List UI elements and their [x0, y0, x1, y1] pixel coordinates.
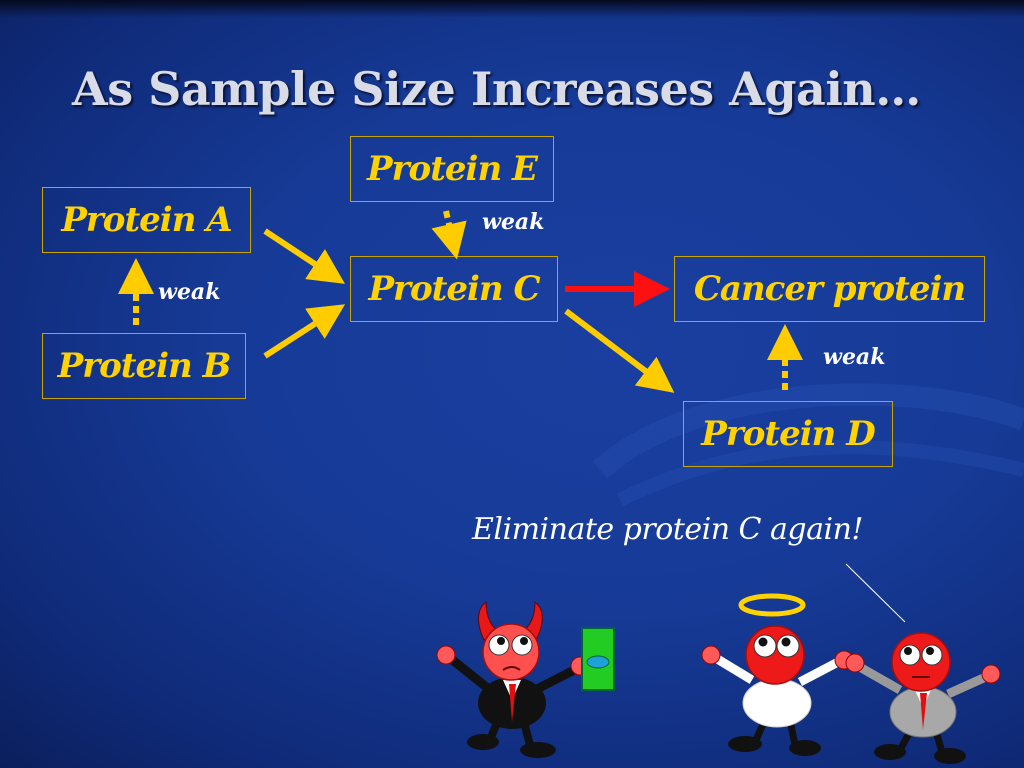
caption-text: Eliminate protein C again!: [472, 512, 864, 547]
node-protein-e: Protein E: [350, 136, 554, 202]
arrow-e-to-c-weak: [431, 210, 467, 260]
devil-figure: [436, 600, 615, 758]
node-cancer-protein-label: Cancer protein: [693, 269, 966, 309]
node-protein-b-label: Protein B: [57, 346, 232, 386]
arrow-a-to-c: [263, 228, 346, 284]
node-protein-d-label: Protein D: [701, 414, 875, 454]
top-shadow-band: [0, 0, 1024, 18]
node-cancer-protein: Cancer protein: [674, 256, 985, 322]
node-protein-e-label: Protein E: [367, 149, 538, 189]
node-protein-a-label: Protein A: [61, 200, 232, 240]
edge-label-d-to-cancer: weak: [823, 344, 886, 370]
bystander-figure: [845, 632, 1001, 764]
arrow-b-to-c: [263, 304, 346, 359]
caption-pointer-line: [845, 563, 906, 623]
edge-label-b-to-a: weak: [158, 279, 221, 305]
arrow-c-to-d: [564, 308, 675, 393]
node-protein-d: Protein D: [683, 401, 893, 467]
node-protein-b: Protein B: [42, 333, 246, 399]
node-protein-c: Protein C: [350, 256, 558, 322]
edge-label-e-to-c: weak: [482, 209, 545, 235]
angel-figure: [701, 593, 854, 756]
node-protein-c-label: Protein C: [368, 269, 540, 309]
slide-title: As Sample Size Increases Again…: [72, 62, 921, 116]
node-protein-a: Protein A: [42, 187, 251, 253]
